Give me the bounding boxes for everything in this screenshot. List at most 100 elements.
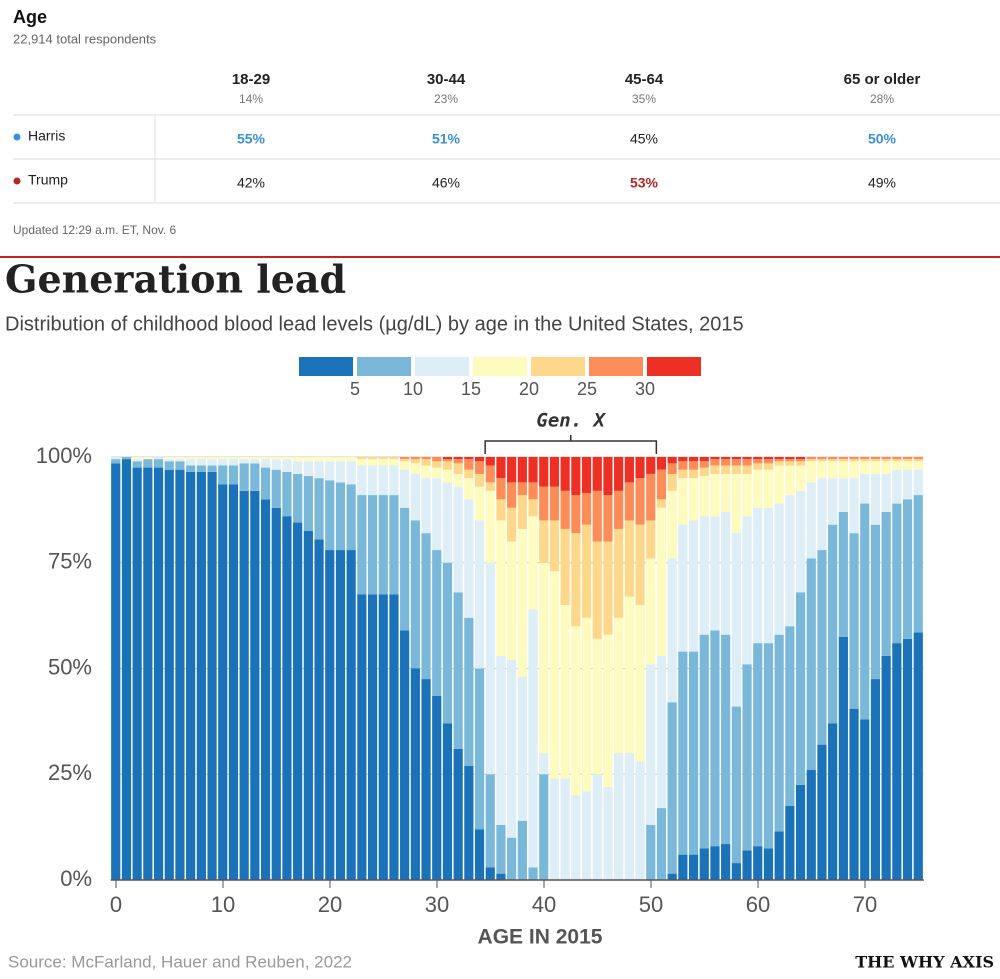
bar-segment	[667, 490, 677, 559]
bar-segment	[592, 457, 602, 491]
x-tick-label: 60	[746, 892, 770, 917]
bar-segment	[828, 723, 838, 880]
bar-segment	[250, 463, 260, 491]
x-tick-label: 0	[110, 892, 122, 917]
bar-segment	[721, 457, 731, 460]
bar-segment	[218, 465, 228, 485]
bar-segment	[806, 459, 816, 462]
bar-segment	[710, 516, 720, 631]
bar-segment	[410, 457, 420, 460]
bar-segment	[400, 459, 410, 462]
bar-segment	[239, 490, 249, 880]
bar-segment	[614, 490, 624, 529]
bar-segment	[196, 459, 206, 466]
bar-segment	[389, 594, 399, 880]
legend-swatch	[415, 357, 469, 376]
bar-segment	[121, 459, 132, 880]
bar-segment	[699, 461, 709, 468]
bar-segment	[539, 520, 549, 563]
bar-segment	[496, 499, 506, 521]
bar-segment	[742, 465, 752, 474]
bar-segment	[453, 486, 463, 593]
bar-segment	[870, 473, 881, 525]
bar-segment	[581, 791, 592, 880]
bar-segment	[710, 457, 720, 460]
bar-segment	[870, 457, 881, 460]
bar-segment	[549, 520, 560, 572]
bar-segment	[838, 636, 848, 880]
bar-segment	[485, 457, 495, 466]
bar-segment	[271, 457, 281, 460]
bar-segment	[517, 457, 527, 483]
bar-segment	[111, 459, 121, 464]
bar-segment	[742, 457, 752, 460]
column-label: 18-29	[232, 71, 270, 88]
y-tick-label: 50%	[48, 654, 92, 679]
bar-segment	[635, 761, 645, 880]
bar-segment	[774, 465, 784, 504]
legend-label: 5	[350, 379, 360, 399]
bar-segment	[881, 511, 891, 656]
bar-segment	[485, 867, 495, 880]
bar-segment	[314, 478, 324, 540]
bar-segment	[892, 459, 902, 462]
bar-segment	[870, 461, 881, 474]
bar-segment	[346, 461, 356, 485]
x-axis-label: AGE IN 2015	[478, 926, 603, 949]
legend-dot	[13, 177, 21, 185]
bar-segment	[774, 457, 784, 460]
bar-segment	[314, 457, 324, 462]
bar-segment	[453, 459, 463, 464]
bar-segment	[528, 609, 538, 868]
bar-segment	[678, 457, 688, 462]
bar-segment	[581, 524, 592, 618]
bar-segment	[763, 507, 774, 644]
bar-segment	[753, 457, 763, 460]
bar-segment	[207, 459, 217, 466]
bar-segment	[153, 459, 164, 468]
bar-segment	[667, 873, 677, 880]
bar-segment	[378, 594, 388, 880]
bar-segment	[528, 457, 538, 483]
bar-segment	[410, 668, 420, 880]
bar-segment	[485, 774, 495, 868]
row-name: Harris	[28, 128, 65, 144]
bar-segment	[678, 478, 688, 525]
row-name: Trump	[28, 172, 68, 188]
bar-segment	[496, 655, 506, 826]
bar-segment	[410, 459, 420, 464]
bar-segment	[485, 490, 495, 563]
bar-segment	[614, 528, 624, 618]
bar-segment	[860, 719, 870, 880]
bar-segment	[656, 469, 667, 500]
bar-segment	[785, 457, 795, 460]
bar-segment	[549, 457, 560, 487]
bar-segment	[560, 528, 570, 606]
bar-segment	[186, 459, 196, 466]
bar-segment	[731, 465, 741, 474]
bar-segment	[710, 630, 720, 847]
bar-segment	[143, 459, 153, 468]
bar-segment	[870, 524, 881, 680]
bar-segment	[464, 765, 474, 880]
x-tick-label: 70	[853, 892, 877, 917]
bar-segment	[485, 465, 495, 483]
bar-segment	[474, 457, 485, 462]
bar-segment	[528, 499, 538, 517]
bar-segment	[838, 457, 848, 460]
bar-segment	[335, 457, 346, 462]
bar-segment	[132, 457, 142, 460]
bar-segment	[699, 516, 709, 635]
bar-segment	[528, 516, 538, 610]
bar-segment	[228, 484, 239, 880]
bar-segment	[603, 495, 613, 542]
bar-segment	[849, 533, 859, 709]
bar-segment	[153, 457, 164, 460]
bar-segment	[260, 459, 271, 468]
bar-segment	[421, 457, 431, 460]
bar-segment	[560, 490, 570, 529]
bar-segment	[507, 482, 517, 508]
bar-segment	[453, 463, 463, 474]
bar-segment	[763, 457, 774, 460]
